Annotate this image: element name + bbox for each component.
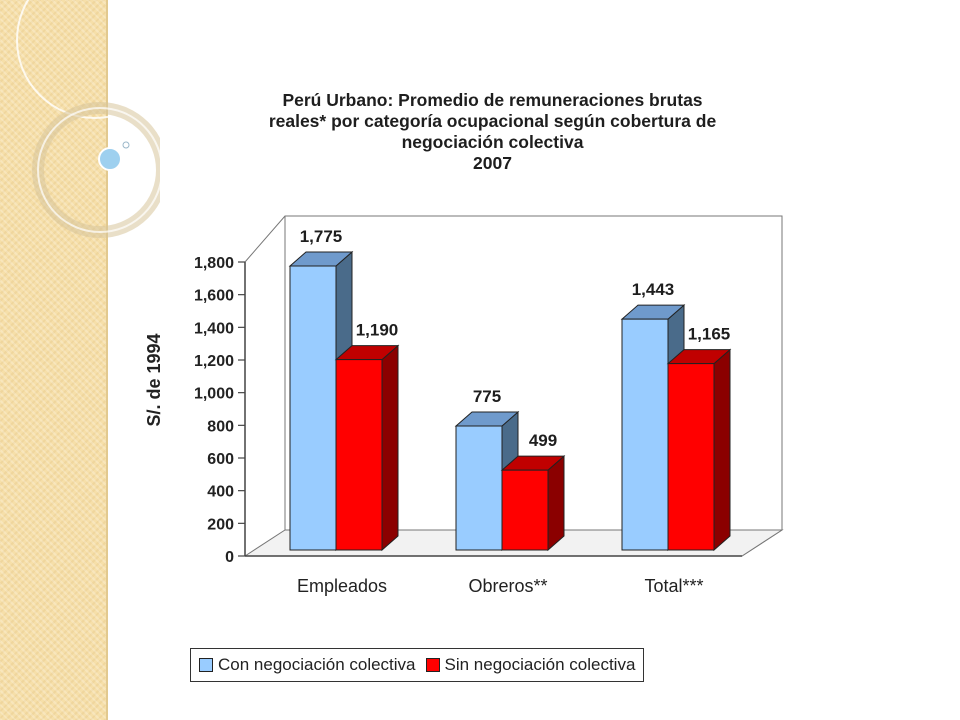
legend-swatch-sin bbox=[425, 658, 440, 672]
chart-legend: Con negociación colectiva Sin negociació… bbox=[190, 648, 645, 682]
bar-front bbox=[455, 425, 503, 551]
bar-side bbox=[713, 348, 731, 552]
y-tick-label: 1,600 bbox=[194, 288, 234, 305]
data-label: 775 bbox=[473, 387, 501, 406]
legend-swatch-con bbox=[199, 658, 213, 672]
data-label: 1,775 bbox=[300, 227, 343, 246]
legend-item-con: Con negociación colectiva bbox=[199, 655, 416, 675]
chart-title: Perú Urbano: Promedio de remuneraciones … bbox=[205, 90, 780, 174]
bar-side bbox=[381, 344, 399, 552]
y-tick-label: 1,200 bbox=[194, 353, 234, 370]
bar-side bbox=[547, 455, 565, 552]
bar-sin-0 bbox=[334, 344, 400, 552]
bar-front bbox=[621, 318, 669, 551]
bar-sin-2 bbox=[666, 348, 732, 552]
x-axis-labels: Empleados Obreros** Total*** bbox=[297, 576, 704, 596]
chart-title-line-2: reales* por categoría ocupacional según … bbox=[268, 111, 717, 131]
bar-front bbox=[501, 469, 549, 551]
chart-title-line-3: negociación colectiva bbox=[401, 132, 584, 152]
bar-front bbox=[289, 265, 337, 551]
decorative-circles bbox=[16, 0, 160, 238]
y-tick-label: 1,000 bbox=[194, 386, 234, 403]
data-label: 499 bbox=[529, 431, 557, 450]
bar-front bbox=[335, 359, 383, 551]
chart-title-line-1: Perú Urbano: Promedio de remuneraciones … bbox=[282, 90, 703, 110]
deco-ring-highlight bbox=[37, 107, 160, 233]
legend-label-sin: Sin negociación colectiva bbox=[444, 655, 636, 674]
y-tick-label: 800 bbox=[207, 418, 234, 435]
decorative-sidebar bbox=[0, 0, 108, 720]
y-tick-label: 200 bbox=[207, 516, 234, 533]
y-tick-label: 400 bbox=[207, 484, 234, 501]
legend-item-sin: Sin negociación colectiva bbox=[425, 655, 636, 675]
deco-dot-blue bbox=[98, 147, 122, 171]
data-label: 1,190 bbox=[356, 321, 399, 340]
data-label: 1,443 bbox=[632, 280, 675, 299]
bar-sin-1 bbox=[500, 455, 566, 552]
y-axis-title: S/. de 1994 bbox=[144, 333, 164, 426]
bar-con-0 bbox=[288, 250, 354, 552]
data-label: 1,165 bbox=[688, 325, 731, 344]
bars-group: 1,775 1,190 775 499 1,443 1,165 bbox=[288, 227, 732, 552]
chart-title-line-4: 2007 bbox=[473, 153, 512, 173]
x-category-label: Total*** bbox=[644, 576, 703, 596]
deco-dot-small bbox=[122, 141, 130, 149]
y-tick-label: 1,400 bbox=[194, 320, 234, 337]
legend-label-con: Con negociación colectiva bbox=[218, 655, 416, 674]
y-tick-label: 600 bbox=[207, 451, 234, 468]
y-tick-label: 1,800 bbox=[194, 255, 234, 272]
y-tick-label: 0 bbox=[225, 549, 234, 566]
deco-circle-large bbox=[16, 0, 160, 119]
bar-front bbox=[667, 363, 715, 551]
x-category-label: Obreros** bbox=[468, 576, 547, 596]
y-axis-ticks: 0 200 400 600 800 1,000 1,200 1,400 1,600 1,800 bbox=[194, 255, 245, 566]
x-category-label: Empleados bbox=[297, 576, 387, 596]
